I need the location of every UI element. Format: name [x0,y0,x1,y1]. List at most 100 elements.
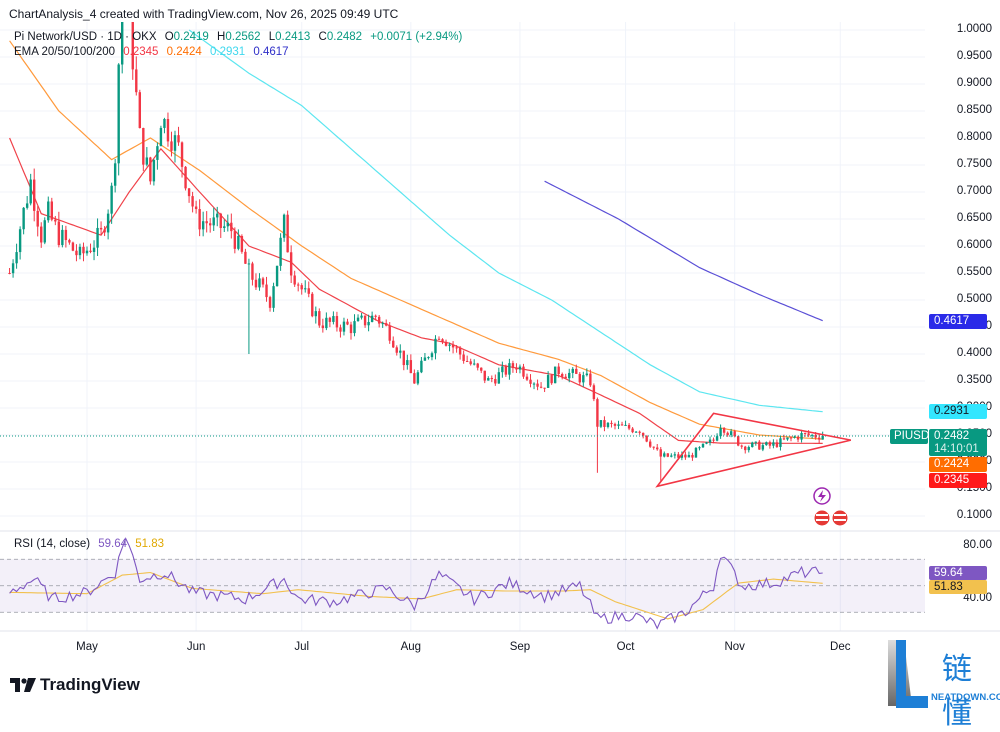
ema-legend[interactable]: EMA 20/50/100/200 0.2345 0.2424 0.2931 0… [14,46,294,58]
bar-countdown: 14:10:01 [934,443,979,455]
candle-body [670,455,673,457]
candle-body [265,284,268,298]
candle-body [539,386,543,388]
watermark-en: NEATDOWN.COM [931,692,1000,703]
candle-body [729,431,733,436]
candle-body [71,242,75,251]
candle-body [275,265,279,287]
candle-body [29,179,32,204]
candle-body [184,166,187,189]
ema20-price-label: 0.2345 [929,473,987,488]
candle-body [367,321,370,326]
neatdown-logo-icon [888,640,928,708]
candle-body [765,442,768,446]
candle-body [712,439,715,441]
candle-body [297,284,300,286]
candle-body [737,436,740,446]
candle-body [610,422,613,424]
candle-body [719,427,722,437]
candle-body [194,206,198,210]
last-price-label: 0.2482 14:10:01 [929,429,987,456]
candle-body [775,442,779,447]
candle-body [430,353,434,358]
candle-body [22,207,25,230]
candle-body [385,323,388,326]
ema200-price-label: 0.4617 [929,314,987,329]
candle-body [328,317,332,322]
candle-body [708,439,712,443]
candle-body [451,344,455,348]
candle-body [571,368,574,373]
time-axis-label: Jul [294,641,310,653]
candle-body [8,273,11,274]
candle-body [363,315,367,326]
price-axis-label: 0.4000 [956,347,992,359]
candle-body [99,227,103,230]
candle-body [311,293,314,317]
candle-body [592,385,596,400]
candle-body [814,434,817,438]
candle-body [416,372,420,384]
flag-stripe [834,519,846,521]
candle-body [666,453,669,457]
candle-body [638,431,641,433]
ema20-value: 0.2345 [123,46,159,58]
candle-body [624,424,627,426]
candle-body [497,372,501,384]
candle-body [409,360,413,374]
candle-body [575,368,578,374]
candle-body [212,217,215,226]
ohlc-low: L0.2413 [268,31,311,43]
candle-body [173,135,177,151]
candle-body [198,209,201,230]
candle-body [85,250,89,254]
price-axis-label: 1.0000 [956,23,992,35]
candle-body [525,376,529,380]
candle-body [469,361,472,365]
price-axis-label: 0.6500 [956,212,992,224]
candle-body [722,427,726,433]
rsi-legend[interactable]: RSI (14, close) 59.64 51.83 [14,538,169,550]
candle-body [420,360,423,373]
price-axis-label: 0.6000 [956,239,992,251]
candle-body [166,118,170,142]
candle-body [335,316,339,328]
symbol-legend[interactable]: Pi Network/USD · 1D · OKX O0.2419 H0.256… [14,31,467,43]
candle-body [247,263,251,265]
rsi-axis-80: 80.00 [963,539,992,551]
us-flag-icon[interactable] [813,509,831,527]
us-flag-icon-2[interactable] [831,509,849,527]
candle-body [258,278,261,288]
candle-body [677,454,680,458]
candle-body [304,288,307,290]
candle-body [170,141,173,151]
candle-body [578,373,581,383]
candle-body [817,437,821,440]
ema100-price-label: 0.2931 [929,404,987,419]
candle-body [596,399,599,427]
rsi-pane [0,537,925,630]
flag-stripe [816,519,828,521]
price-change: +0.0071 (+2.94%) [370,31,463,43]
chart-canvas[interactable] [0,0,1000,711]
candle-body [782,438,786,440]
candle-body [360,315,363,318]
candle-body [216,213,219,218]
candle-body [522,366,525,377]
time-axis-label: Dec [830,641,851,653]
ema20-line [9,137,823,444]
candle-body [187,188,191,197]
chart-attribution: ChartAnalysis_4 created with TradingView… [9,7,399,21]
candle-body [494,379,497,384]
time-axis-label: Aug [400,641,422,653]
candle-body [57,221,61,246]
candle-body [652,446,655,448]
candle-body [680,454,684,458]
candle-body [631,428,634,433]
tradingview-logo[interactable]: TradingView [10,675,140,695]
candle-body [346,321,349,325]
candle-body [92,247,96,252]
ema100-value: 0.2931 [210,46,246,58]
candle-body [458,347,462,355]
candle-body [377,316,381,324]
